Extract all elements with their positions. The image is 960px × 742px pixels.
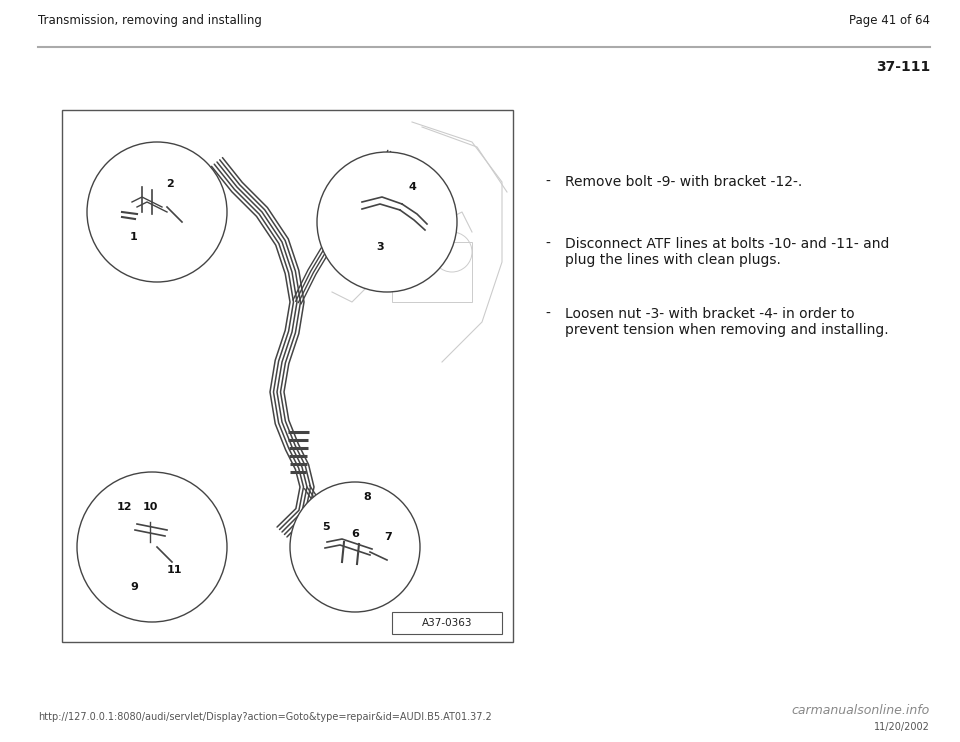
- Circle shape: [290, 482, 420, 612]
- Text: A37-0363: A37-0363: [421, 618, 472, 628]
- Text: 3: 3: [376, 242, 384, 252]
- Text: Remove bolt -9- with bracket -12-.: Remove bolt -9- with bracket -12-.: [565, 175, 803, 189]
- Text: Disconnect ATF lines at bolts -10- and -11- and: Disconnect ATF lines at bolts -10- and -…: [565, 237, 889, 251]
- Text: -: -: [545, 237, 550, 251]
- Text: 9: 9: [130, 582, 138, 592]
- Circle shape: [317, 152, 457, 292]
- Circle shape: [77, 472, 227, 622]
- Text: 11: 11: [166, 565, 181, 575]
- Text: 5: 5: [323, 522, 330, 532]
- Text: 2: 2: [166, 179, 174, 189]
- Text: plug the lines with clean plugs.: plug the lines with clean plugs.: [565, 253, 780, 267]
- Text: 12: 12: [116, 502, 132, 512]
- Text: 1: 1: [131, 232, 138, 242]
- Text: Loosen nut -3- with bracket -4- in order to: Loosen nut -3- with bracket -4- in order…: [565, 307, 854, 321]
- Text: prevent tension when removing and installing.: prevent tension when removing and instal…: [565, 323, 889, 337]
- Text: http://127.0.0.1:8080/audi/servlet/Display?action=Goto&type=repair&id=AUDI.B5.AT: http://127.0.0.1:8080/audi/servlet/Displ…: [38, 712, 492, 722]
- Text: 37-111: 37-111: [876, 60, 930, 74]
- Text: carmanualsonline.info: carmanualsonline.info: [792, 704, 930, 717]
- Text: -: -: [545, 175, 550, 189]
- Circle shape: [87, 142, 227, 282]
- Text: 7: 7: [384, 532, 392, 542]
- Bar: [392, 612, 502, 634]
- Bar: [62, 110, 513, 642]
- Text: 4: 4: [408, 182, 416, 192]
- Text: 6: 6: [351, 529, 359, 539]
- Text: -: -: [545, 307, 550, 321]
- Bar: [392, 242, 472, 302]
- Text: 11/20/2002: 11/20/2002: [875, 722, 930, 732]
- Text: 10: 10: [142, 502, 157, 512]
- Text: Page 41 of 64: Page 41 of 64: [849, 14, 930, 27]
- Text: 8: 8: [363, 492, 371, 502]
- Text: Transmission, removing and installing: Transmission, removing and installing: [38, 14, 262, 27]
